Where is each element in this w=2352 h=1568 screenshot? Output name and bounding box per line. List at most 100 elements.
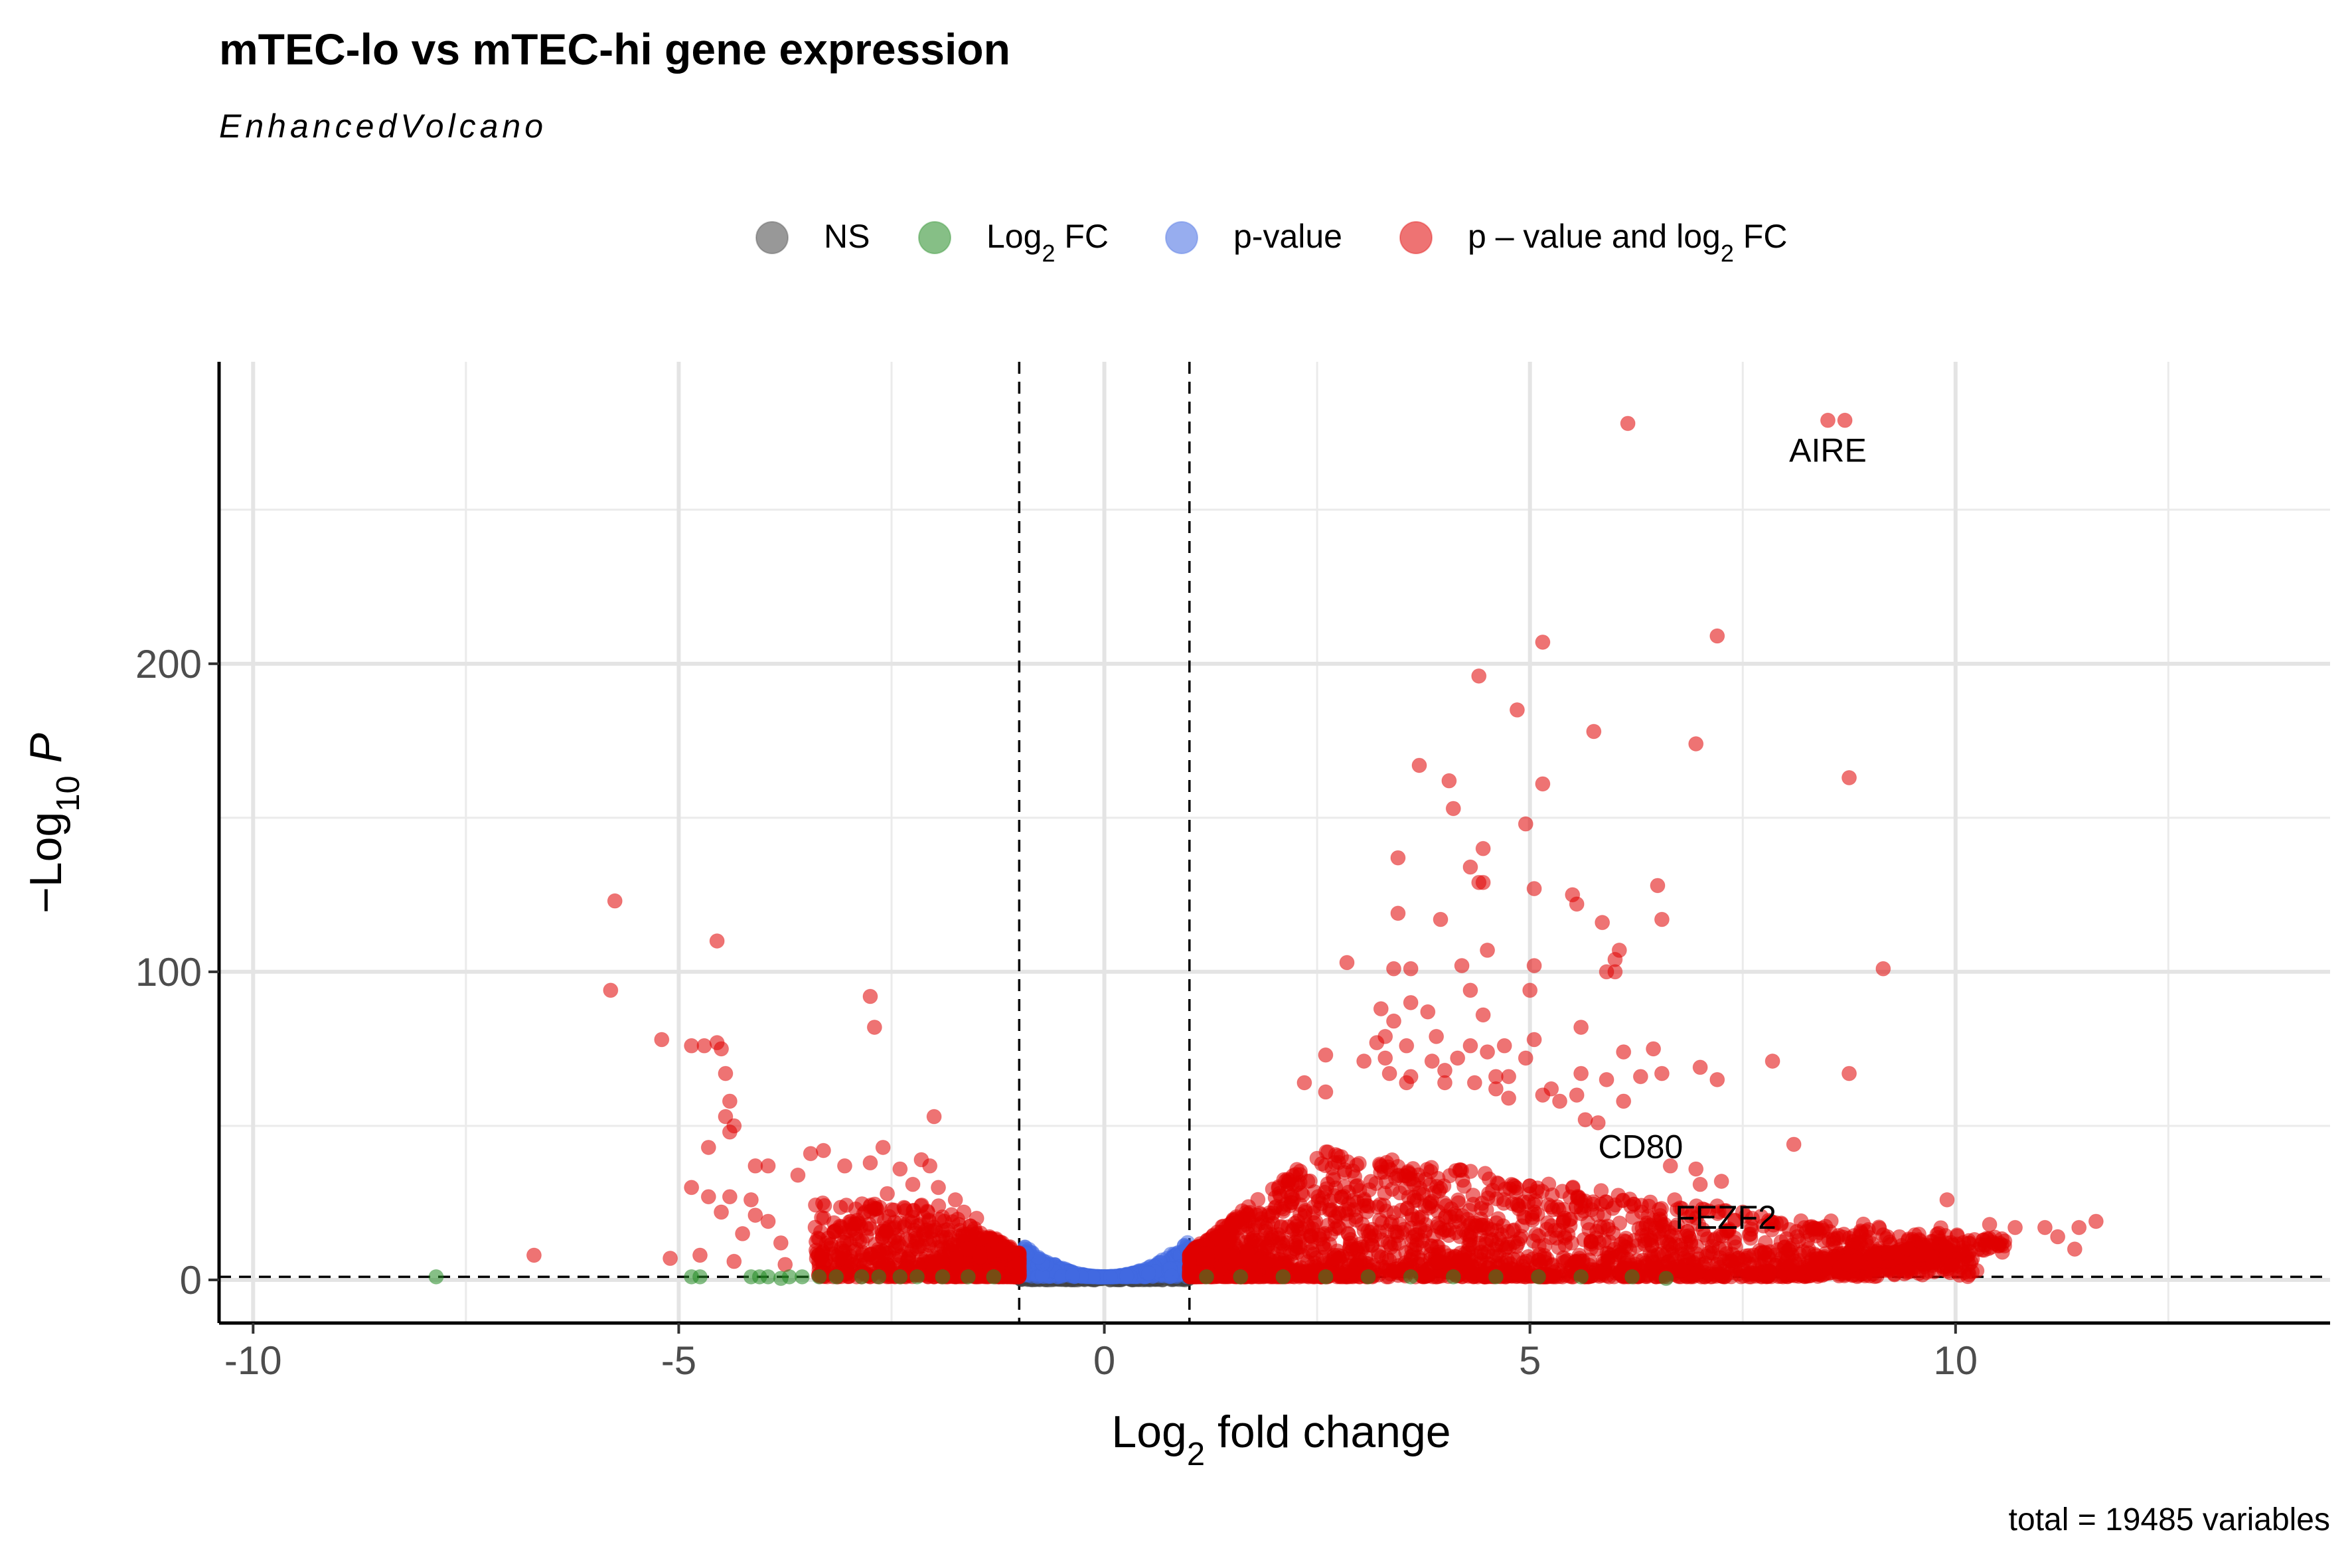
point-sig bbox=[906, 1222, 922, 1238]
point-sig bbox=[1501, 1069, 1517, 1085]
point-sig bbox=[1569, 1087, 1585, 1103]
x-tick-label: 5 bbox=[1519, 1338, 1541, 1383]
point-sig bbox=[1535, 776, 1551, 792]
point-sig bbox=[2071, 1219, 2087, 1235]
y-axis-label: −Log10 P bbox=[21, 733, 86, 913]
point-sig bbox=[1595, 915, 1610, 931]
point-sig bbox=[828, 1222, 844, 1238]
chart-title: mTEC-lo vs mTEC-hi gene expression bbox=[219, 25, 1010, 74]
point-sig bbox=[1318, 1084, 1334, 1100]
point-sig bbox=[1372, 1212, 1387, 1228]
point-p bbox=[1119, 1268, 1135, 1284]
point-sig bbox=[1784, 1257, 1800, 1273]
point-sig bbox=[1654, 1065, 1670, 1081]
point-sig bbox=[1411, 757, 1427, 773]
point-sig bbox=[1806, 1262, 1822, 1278]
point-sig bbox=[1462, 859, 1478, 875]
point-sig bbox=[1757, 1245, 1772, 1261]
point-sig bbox=[1692, 1059, 1708, 1075]
point-sig bbox=[913, 1198, 929, 1214]
point-sig bbox=[1494, 1237, 1510, 1253]
legend-label-both: p – value and log2 FC bbox=[1468, 218, 1787, 267]
point-sig bbox=[1518, 1253, 1534, 1269]
point-sig bbox=[1442, 1168, 1458, 1184]
point-sig bbox=[1522, 982, 1538, 998]
point-sig bbox=[1887, 1245, 1903, 1261]
y-tick-label: 200 bbox=[135, 642, 202, 686]
point-sig bbox=[1481, 1171, 1497, 1187]
point-sig bbox=[1480, 1044, 1496, 1060]
point-fc bbox=[1318, 1269, 1334, 1285]
point-sig bbox=[1573, 1065, 1589, 1081]
point-sig bbox=[722, 1189, 738, 1205]
point-sig bbox=[709, 933, 725, 949]
point-sig bbox=[1820, 412, 1836, 428]
point-sig bbox=[1296, 1075, 1312, 1091]
point-sig bbox=[1011, 1256, 1027, 1272]
point-sig bbox=[845, 1221, 861, 1237]
point-sig bbox=[969, 1210, 984, 1226]
point-sig bbox=[2037, 1219, 2053, 1235]
point-sig bbox=[1224, 1217, 1240, 1233]
cutoff-lines bbox=[219, 362, 2330, 1323]
point-sig bbox=[890, 1235, 906, 1251]
point-sig bbox=[1381, 1065, 1397, 1081]
point-fc bbox=[986, 1269, 1002, 1285]
point-sig bbox=[1328, 1249, 1344, 1265]
point-sig bbox=[1727, 1234, 1743, 1250]
point-sig bbox=[1378, 1174, 1394, 1190]
point-sig bbox=[1464, 1258, 1480, 1274]
point-sig bbox=[1306, 1184, 1322, 1200]
point-sig bbox=[981, 1229, 997, 1245]
point-sig bbox=[1736, 1263, 1752, 1279]
point-sig bbox=[1252, 1206, 1268, 1221]
point-sig bbox=[1672, 1237, 1688, 1253]
point-sig bbox=[1871, 1219, 1887, 1235]
point-sig bbox=[1535, 1087, 1551, 1103]
point-sig bbox=[1409, 1237, 1425, 1253]
point-sig bbox=[1585, 1194, 1601, 1210]
point-sig bbox=[1496, 1196, 1512, 1212]
point-sig bbox=[1447, 1206, 1463, 1221]
point-fc bbox=[760, 1269, 776, 1285]
point-sig bbox=[1632, 1069, 1648, 1085]
point-sig bbox=[1480, 942, 1496, 958]
point-sig bbox=[945, 1237, 961, 1253]
point-sig bbox=[1317, 1158, 1333, 1174]
point-sig bbox=[1867, 1253, 1883, 1269]
point-sig bbox=[1373, 1001, 1389, 1017]
point-sig bbox=[1239, 1243, 1255, 1259]
point-sig bbox=[1709, 628, 1725, 644]
point-sig bbox=[960, 1241, 976, 1257]
point-sig bbox=[810, 1230, 826, 1246]
point-sig bbox=[1620, 416, 1636, 431]
point-p bbox=[1141, 1265, 1157, 1281]
point-sig bbox=[926, 1109, 942, 1125]
point-sig bbox=[866, 1019, 882, 1035]
point-sig bbox=[1267, 1190, 1283, 1206]
point-sig bbox=[1607, 964, 1623, 980]
point-sig bbox=[864, 1250, 880, 1266]
point-sig bbox=[1648, 1221, 1664, 1237]
point-fc bbox=[1275, 1269, 1291, 1285]
legend-label-p: p-value bbox=[1233, 218, 1342, 255]
point-fc bbox=[960, 1269, 976, 1285]
point-sig bbox=[1939, 1192, 1955, 1208]
point-sig bbox=[1403, 994, 1419, 1010]
point-sig bbox=[1285, 1191, 1301, 1207]
point-sig bbox=[803, 1146, 819, 1162]
point-sig bbox=[1518, 816, 1533, 832]
point-sig bbox=[956, 1204, 972, 1220]
point-sig bbox=[1526, 881, 1542, 897]
point-sig bbox=[1488, 1081, 1504, 1097]
point-sig bbox=[714, 1041, 730, 1057]
x-tick-label: 10 bbox=[1933, 1338, 1978, 1383]
legend-label-ns: NS bbox=[824, 218, 870, 255]
point-sig bbox=[2050, 1229, 2066, 1245]
point-p bbox=[1164, 1268, 1180, 1284]
point-sig bbox=[947, 1192, 963, 1208]
point-sig bbox=[1264, 1229, 1280, 1245]
point-fc bbox=[1624, 1269, 1640, 1285]
point-fc bbox=[1531, 1269, 1546, 1285]
point-sig bbox=[1933, 1220, 1949, 1236]
